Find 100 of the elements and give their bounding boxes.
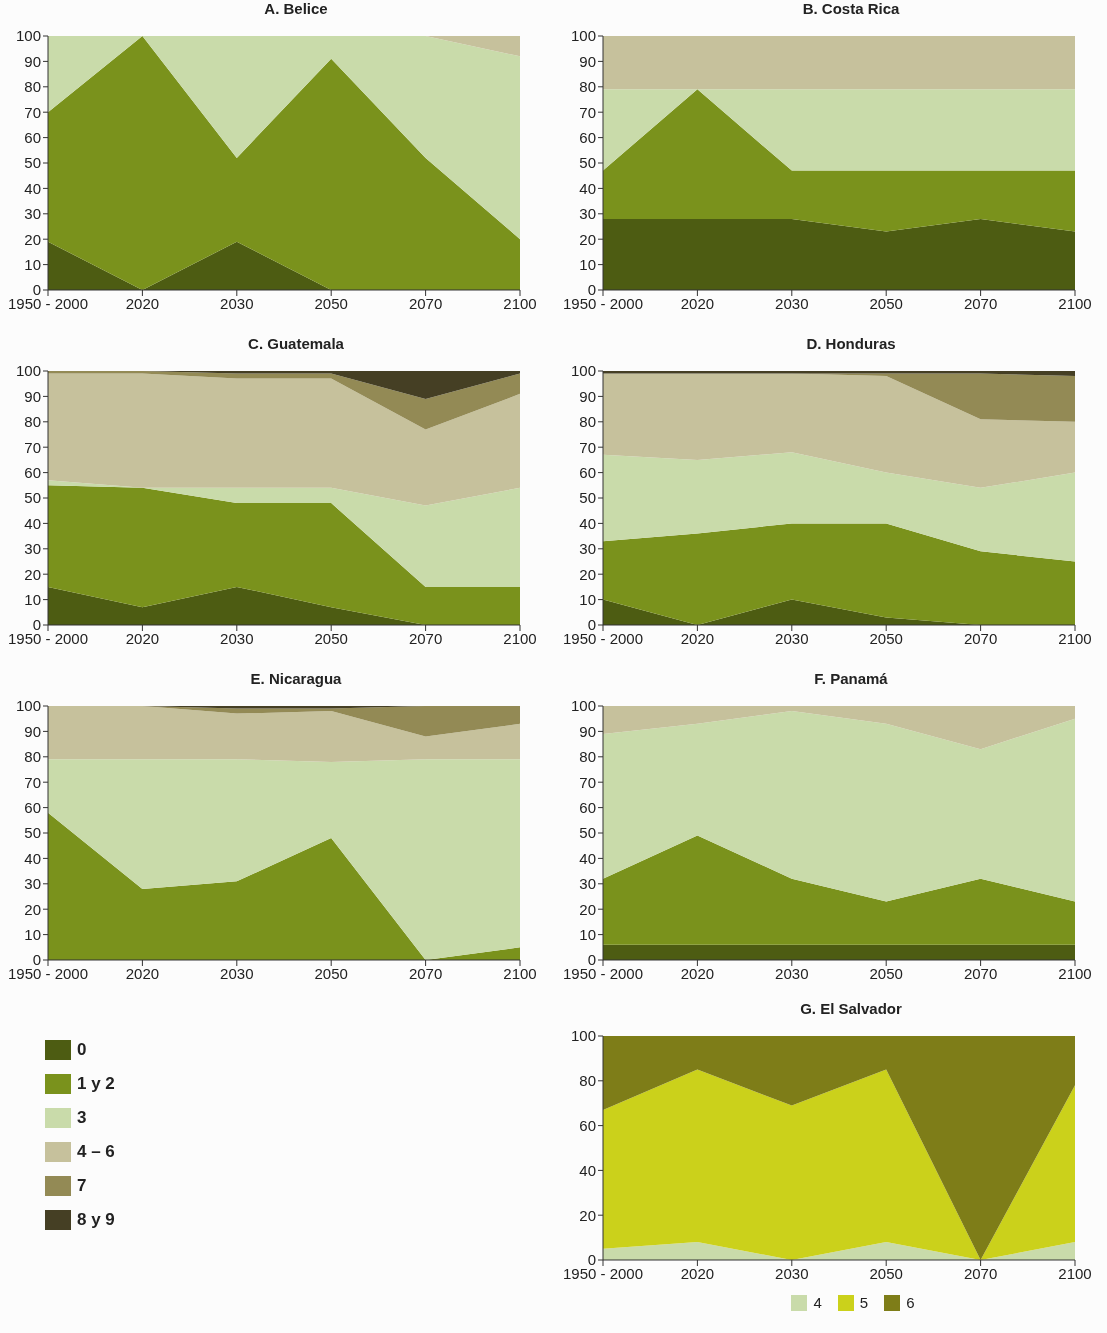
y-tick-label: 20 [579,565,596,583]
y-tick-label: 100 [570,362,596,380]
y-tick-label: 20 [579,230,596,248]
y-tick-label: 70 [579,773,596,791]
y-tick-label: 40 [579,514,596,532]
legend-label: 1 y 2 [77,1074,115,1094]
y-tick-label: 10 [24,925,41,943]
chart-title: C. Guatemala [247,335,345,354]
y-tick-label: 90 [579,387,596,405]
y-tick-label: 100 [570,27,596,45]
y-tick-label: 80 [24,413,41,431]
x-tick-label: 2020 [680,294,715,312]
x-tick-label: 2020 [680,1264,715,1282]
y-tick-label: 70 [24,773,41,791]
y-tick-label: 20 [24,565,41,583]
y-tick-label: 30 [579,205,596,223]
y-tick-label: 30 [24,540,41,558]
y-tick-label: 80 [24,748,41,766]
y-tick-label: 100 [15,27,41,45]
y-tick-label: 10 [24,255,41,273]
y-tick-label: 10 [24,590,41,608]
x-tick-label: 2070 [408,964,443,982]
y-tick-label: 60 [579,128,596,146]
y-tick-label: 40 [579,1161,596,1179]
y-tick-label: 90 [24,52,41,70]
x-tick-label: 2070 [963,294,998,312]
x-tick-label: 2020 [680,629,715,647]
legend-label: 5 [859,1294,869,1311]
x-tick-label: 2050 [869,629,903,647]
x-tick-label: 2100 [1058,629,1092,647]
y-tick-label: 100 [570,697,596,715]
y-tick-label: 50 [24,154,41,172]
y-tick-label: 50 [24,824,41,842]
y-tick-label: 60 [24,798,41,816]
y-tick-label: 70 [24,103,41,121]
x-tick-label: 2050 [869,964,903,982]
x-tick-label: 2030 [775,294,809,312]
legend-label: 6 [906,1294,915,1311]
x-tick-label: 2020 [125,964,160,982]
y-tick-label: 70 [579,103,596,121]
y-tick-label: 50 [579,824,596,842]
x-tick-label: 2030 [775,1264,809,1282]
y-tick-label: 80 [579,1072,596,1090]
y-tick-label: 10 [579,255,596,273]
x-tick-label: 2050 [869,1264,903,1282]
y-tick-label: 100 [15,697,41,715]
y-tick-label: 20 [24,230,41,248]
x-tick-label: 2050 [869,294,903,312]
legend-label: 3 [77,1108,87,1128]
x-tick-label: 2020 [125,294,160,312]
y-tick-label: 20 [24,900,41,918]
x-tick-label: 2030 [775,964,809,982]
chart-title: E. Nicaragua [249,670,343,689]
y-tick-label: 40 [579,179,596,197]
y-tick-label: 100 [15,362,41,380]
y-tick-label: 60 [579,798,596,816]
y-tick-label: 80 [579,78,596,96]
x-tick-label: 2070 [963,1264,998,1282]
legend-label: 4 – 6 [77,1142,115,1162]
y-tick-label: 20 [579,1206,596,1224]
x-tick-label: 2100 [1058,294,1092,312]
x-tick-label: 2050 [314,964,348,982]
y-tick-label: 40 [24,179,41,197]
legend-label: 0 [77,1040,87,1060]
y-tick-label: 60 [579,463,596,481]
y-tick-label: 30 [24,205,41,223]
chart-title: A. Belice [263,0,329,19]
y-tick-label: 60 [24,463,41,481]
y-tick-label: 50 [579,154,596,172]
x-tick-label: 2100 [503,964,537,982]
chart-title: B. Costa Rica [801,0,901,19]
y-tick-label: 70 [24,438,41,456]
legend-label: 4 [813,1294,822,1311]
y-tick-label: 30 [24,875,41,893]
y-tick-label: 90 [24,387,41,405]
y-tick-label: 40 [579,849,596,867]
x-tick-label: 2070 [408,629,443,647]
x-tick-label: 2100 [1058,1264,1092,1282]
x-tick-label: 2050 [314,294,348,312]
x-tick-label: 2020 [125,629,160,647]
x-tick-label: 2070 [963,629,998,647]
y-tick-label: 80 [24,78,41,96]
y-tick-label: 90 [24,722,41,740]
x-tick-label: 2100 [503,294,537,312]
y-tick-label: 50 [24,489,41,507]
y-tick-label: 60 [579,1116,596,1134]
y-tick-label: 60 [24,128,41,146]
y-tick-label: 40 [24,514,41,532]
x-tick-label: 2070 [963,964,998,982]
chart-title: G. El Salvador [799,1000,903,1019]
y-tick-label: 80 [579,413,596,431]
x-tick-label: 2100 [503,629,537,647]
y-tick-label: 50 [579,489,596,507]
x-tick-label: 2020 [680,964,715,982]
y-tick-label: 30 [579,875,596,893]
y-tick-label: 80 [579,748,596,766]
x-tick-label: 2030 [220,294,254,312]
y-tick-label: 90 [579,722,596,740]
legend-label: 8 y 9 [77,1210,115,1230]
x-tick-label: 2100 [1058,964,1092,982]
